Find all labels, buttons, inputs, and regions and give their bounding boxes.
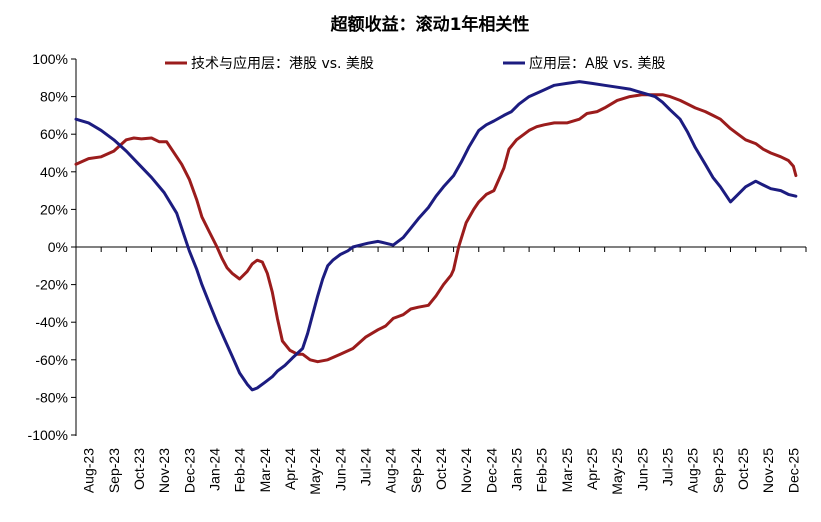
y-tick-label: 80% [40, 89, 68, 105]
series-line-2 [74, 80, 798, 392]
series-line-1 [74, 93, 798, 364]
x-tick-label: Oct-25 [735, 448, 751, 490]
x-tick-label: Nov-23 [156, 448, 172, 493]
legend-label-series-1: 技术与应用层：港股 vs. 美股 [191, 55, 374, 72]
y-tick-label: -60% [35, 352, 68, 368]
y-tick-label: -40% [35, 314, 68, 330]
chart-title: 超额收益：滚动1年相关性 [331, 14, 530, 35]
y-tick-label: 100% [32, 51, 68, 67]
y-tick-label: -80% [35, 389, 68, 405]
y-tick-label: 40% [40, 164, 68, 180]
x-tick-label: Jun-25 [634, 448, 650, 491]
x-tick-label: Dec-23 [181, 448, 197, 493]
x-tick-label: Aug-25 [685, 448, 701, 493]
y-tick-label: 0% [48, 239, 68, 255]
x-axis: Aug-23 Sep-23 Oct-23 Nov-23 Dec-23 Jan-24 Feb-… [75, 246, 807, 495]
legend-label-series-2: 应用层：A股 vs. 美股 [529, 55, 666, 72]
x-tick-label: May-24 [307, 448, 323, 495]
x-tick-label: Apr-25 [584, 448, 600, 490]
y-tick-label: -100% [28, 427, 68, 443]
series-layer [74, 80, 798, 392]
x-tick-label: Jul-25 [660, 448, 676, 486]
x-tick-label: Apr-24 [282, 448, 298, 490]
x-tick-label: Jan-24 [206, 448, 222, 491]
y-tick-label: -20% [35, 277, 68, 293]
x-tick-label: Nov-25 [760, 448, 776, 493]
x-tick-label: Mar-24 [257, 448, 273, 493]
x-tick-label: Jan-25 [509, 448, 525, 491]
x-tick-label: Sep-24 [408, 448, 424, 493]
x-tick-label: Feb-24 [232, 448, 248, 493]
legend: 技术与应用层：港股 vs. 美股 应用层：A股 vs. 美股 [165, 55, 666, 72]
x-tick-label: Dec-25 [785, 448, 801, 493]
x-tick-label: Jul-24 [357, 448, 373, 486]
y-axis: 100% 80% 60% 40% 20% 0% -20% -40% -60% -80% -100% [28, 51, 77, 443]
x-tick-label: Sep-23 [106, 448, 122, 493]
x-tick-label: Dec-24 [483, 448, 499, 493]
x-tick-label: Sep-25 [710, 448, 726, 493]
x-tick-label: Oct-24 [433, 448, 449, 490]
y-tick-label: 60% [40, 126, 68, 142]
x-tick-label: Aug-24 [383, 448, 399, 493]
y-tick-label: 20% [40, 201, 68, 217]
x-tick-label: Jun-24 [332, 448, 348, 491]
x-tick-label: Feb-25 [534, 448, 550, 493]
x-tick-label: Nov-24 [458, 448, 474, 493]
x-tick-label: Oct-23 [131, 448, 147, 490]
x-tick-label: Aug-23 [81, 448, 97, 493]
x-tick-label: Mar-25 [559, 448, 575, 493]
x-tick-label: May-25 [609, 448, 625, 495]
